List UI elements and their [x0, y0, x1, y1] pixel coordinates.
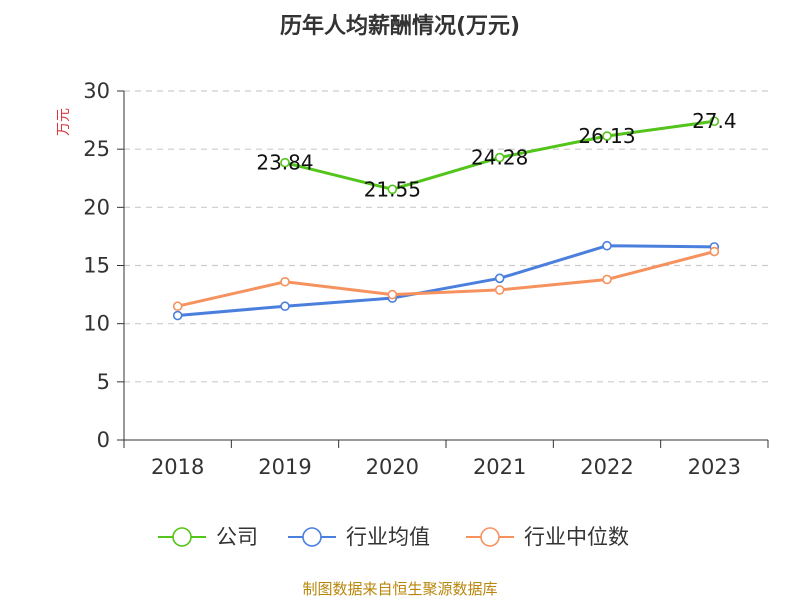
data-point — [280, 301, 290, 312]
x-tick-label: 2018 — [151, 455, 204, 479]
y-tick-label: 25 — [83, 137, 110, 161]
y-tick-label: 0 — [97, 428, 110, 452]
data-label: 23.84 — [256, 151, 313, 175]
series-2 — [172, 246, 720, 312]
series-0 — [280, 116, 720, 195]
data-label: 21.55 — [364, 177, 421, 201]
legend-item: 行业均值 — [288, 525, 430, 549]
axes: 0 5 10 15 20 25 30 2018 2019 2020 2021 2022 2023 — [83, 79, 769, 479]
legend-item: 行业中位数 — [466, 525, 629, 549]
legend: 公司 行业均值 行业中位数 — [158, 525, 629, 549]
x-tick-label: 2020 — [366, 455, 419, 479]
source-footer: 制图数据来自恒生聚源数据库 — [302, 580, 497, 598]
legend-marker — [172, 527, 192, 547]
data-point — [494, 285, 505, 295]
chart-title: 历年人均薪酬情况(万元) — [280, 13, 520, 39]
data-label: 26.13 — [578, 124, 635, 148]
data-point — [280, 157, 290, 168]
data-point — [602, 131, 612, 141]
data-point — [494, 273, 505, 284]
legend-marker — [302, 527, 322, 547]
data-point — [387, 289, 398, 300]
data-label: 27.4 — [692, 109, 737, 133]
x-tick-label: 2021 — [473, 455, 526, 479]
y-axis-label: 万元 — [56, 108, 72, 136]
legend-label: 公司 — [216, 525, 258, 549]
x-tick-label: 2022 — [580, 455, 633, 479]
data-point — [602, 240, 612, 251]
data-point — [709, 246, 720, 257]
y-tick-label: 15 — [83, 254, 110, 278]
legend-label: 行业中位数 — [524, 525, 629, 549]
data-point — [172, 301, 183, 312]
series-layer — [172, 116, 720, 321]
legend-item: 公司 — [158, 525, 258, 549]
data-label: 24.28 — [471, 146, 528, 170]
y-tick-label: 30 — [83, 79, 110, 103]
gridlines — [124, 90, 768, 383]
x-tick-label: 2019 — [258, 455, 311, 479]
data-labels: 23.84 21.55 24.28 26.13 27.4 — [256, 109, 736, 201]
data-point — [602, 274, 612, 285]
y-tick-label: 20 — [83, 195, 110, 219]
x-tick-label: 2023 — [688, 455, 741, 479]
data-point — [172, 310, 183, 321]
legend-label: 行业均值 — [346, 525, 430, 549]
data-point — [280, 276, 290, 287]
series-1 — [172, 240, 720, 321]
data-point — [494, 152, 505, 163]
legend-marker — [480, 527, 500, 547]
series-line — [177, 244, 715, 318]
series-line — [177, 250, 715, 308]
data-point — [387, 184, 398, 195]
y-tick-label: 10 — [83, 312, 110, 336]
y-tick-label: 5 — [97, 370, 110, 394]
data-point — [709, 116, 720, 127]
